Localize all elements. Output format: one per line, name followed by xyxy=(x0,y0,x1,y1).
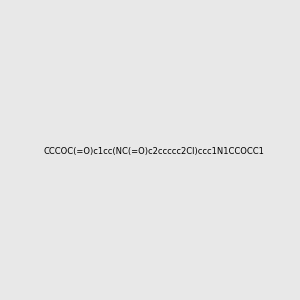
Text: CCCOC(=O)c1cc(NC(=O)c2ccccc2Cl)ccc1N1CCOCC1: CCCOC(=O)c1cc(NC(=O)c2ccccc2Cl)ccc1N1CCO… xyxy=(43,147,264,156)
